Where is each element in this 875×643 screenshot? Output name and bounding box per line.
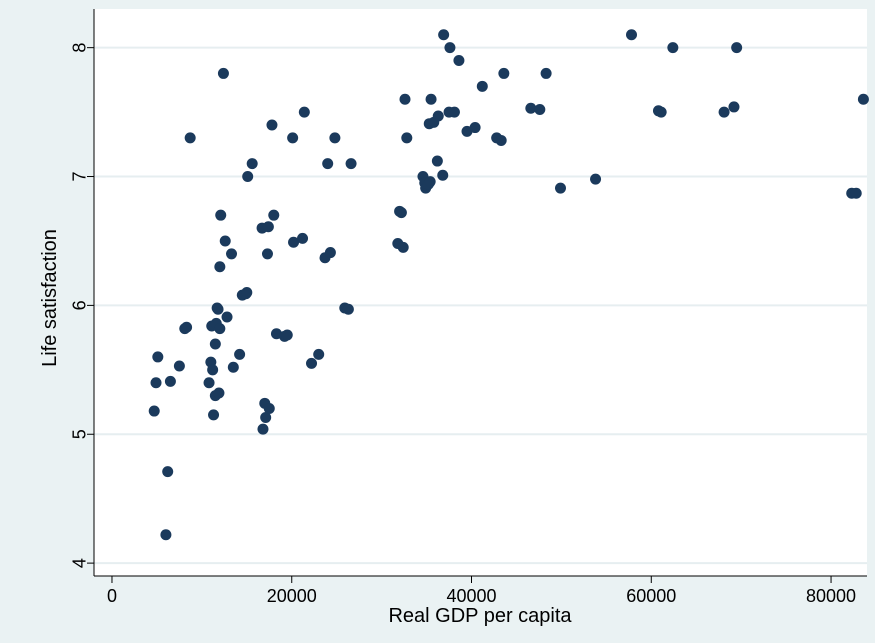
data-point — [208, 409, 220, 421]
data-point — [227, 361, 239, 373]
data-point — [148, 405, 160, 417]
data-point — [241, 287, 253, 298]
data-point — [221, 311, 233, 323]
y-ticks: 4 5 6 7 8 — [69, 43, 94, 568]
data-point — [525, 102, 537, 114]
axes — [93, 9, 867, 577]
data-point — [342, 303, 354, 315]
data-point — [266, 119, 278, 131]
data-point — [242, 171, 254, 183]
data-point — [281, 329, 293, 341]
data-point — [554, 182, 566, 194]
data-point — [534, 104, 546, 116]
data-point — [432, 110, 444, 122]
y-tick-label: 8 — [69, 43, 89, 53]
data-point — [226, 248, 238, 260]
data-point — [498, 67, 510, 79]
x-tick-label: 20000 — [267, 586, 317, 606]
data-point — [857, 93, 869, 105]
data-point — [260, 411, 272, 423]
data-point — [212, 303, 224, 315]
y-axis-label: Life satisfaction — [39, 229, 61, 367]
x-tick-label: 60000 — [626, 586, 676, 606]
data-point — [287, 132, 299, 144]
data-point — [162, 466, 174, 478]
data-point — [495, 134, 507, 146]
data-point — [540, 67, 552, 79]
data-point — [181, 321, 193, 333]
data-point — [401, 132, 413, 144]
data-point — [164, 375, 176, 387]
data-point — [438, 29, 450, 41]
data-point — [160, 529, 172, 541]
x-ticks: 0 20000 40000 60000 80000 — [107, 576, 856, 606]
data-point — [718, 106, 730, 118]
data-point — [728, 101, 740, 113]
data-point — [453, 55, 465, 67]
data-point — [329, 132, 341, 144]
data-point — [395, 207, 407, 219]
data-point — [152, 351, 164, 363]
gridlines — [94, 46, 867, 565]
data-point — [345, 158, 357, 170]
data-point — [469, 122, 481, 134]
data-point — [288, 236, 300, 248]
data-point — [476, 80, 488, 92]
data-point — [184, 132, 196, 144]
data-point — [655, 106, 667, 118]
data-point — [257, 423, 269, 435]
data-point — [213, 387, 225, 399]
data-point — [425, 93, 437, 105]
data-point — [207, 364, 219, 376]
data-point — [214, 323, 226, 335]
data-point — [590, 173, 602, 185]
data-point — [268, 209, 280, 221]
data-point — [297, 232, 309, 244]
data-point — [324, 247, 336, 259]
data-point — [215, 209, 227, 221]
data-point — [399, 93, 411, 105]
data-point — [313, 348, 325, 360]
x-axis-label: Real GDP per capita — [388, 605, 572, 627]
data-point — [150, 377, 162, 389]
data-point — [261, 248, 273, 260]
data-point — [850, 187, 862, 199]
data-point — [397, 241, 409, 253]
data-point — [217, 67, 229, 79]
data-point — [209, 338, 221, 350]
data-point — [437, 169, 449, 181]
plot-area — [94, 9, 867, 576]
data-point — [219, 235, 231, 247]
data-point — [448, 106, 460, 118]
y-tick-label: 7 — [69, 172, 89, 182]
x-tick-label: 80000 — [806, 586, 856, 606]
data-point — [626, 29, 638, 41]
data-point — [667, 42, 679, 54]
data-point — [262, 221, 274, 233]
data-point — [214, 261, 226, 273]
y-tick-label: 5 — [69, 429, 89, 439]
data-point — [444, 42, 456, 54]
data-point — [298, 106, 310, 118]
data-points — [148, 29, 869, 541]
data-point — [322, 158, 334, 170]
data-point — [203, 377, 215, 389]
data-point — [424, 176, 436, 188]
data-point — [263, 402, 275, 414]
data-point — [234, 348, 246, 360]
data-point — [431, 155, 443, 167]
data-point — [173, 360, 185, 372]
y-tick-label: 4 — [69, 558, 89, 568]
y-tick-label: 6 — [69, 300, 89, 310]
data-point — [306, 357, 318, 369]
data-point — [731, 42, 743, 54]
data-point — [246, 158, 258, 170]
x-tick-label: 40000 — [446, 586, 496, 606]
x-tick-label: 0 — [107, 586, 117, 606]
